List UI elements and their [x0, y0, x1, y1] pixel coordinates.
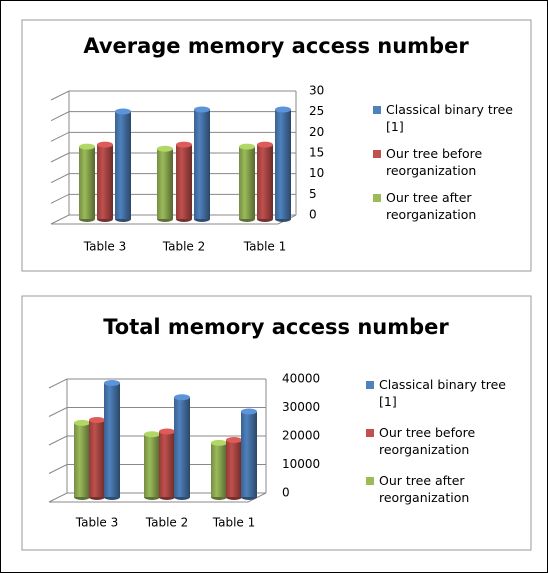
grid-line	[48, 492, 266, 503]
grid-line	[48, 407, 266, 417]
bar	[104, 383, 120, 497]
bar-cap	[89, 417, 105, 424]
chart-title: Total memory access number	[103, 315, 449, 339]
bar	[115, 111, 131, 219]
bar-cap	[79, 143, 95, 150]
y-tick-label: 40000	[282, 372, 320, 386]
bar	[97, 144, 113, 219]
y-tick-label: 30000	[282, 400, 320, 414]
bar-cap	[194, 106, 210, 113]
bar-cap	[97, 141, 113, 148]
bar	[275, 109, 291, 219]
grid-line	[50, 214, 296, 225]
bar-cap	[174, 394, 190, 401]
legend-swatch	[366, 381, 374, 389]
bar-cap	[211, 439, 227, 446]
bar-cap	[239, 143, 255, 150]
bar	[194, 109, 210, 219]
x-tick-label: Table 3	[83, 240, 126, 254]
bar-cap	[241, 408, 257, 415]
bar-cap	[74, 419, 90, 426]
bar-cap	[115, 108, 131, 115]
grid-line	[48, 464, 266, 474]
grid-line	[50, 173, 296, 184]
legend-swatch	[373, 194, 381, 202]
grid-line	[50, 193, 296, 204]
x-tick-label: Table 2	[162, 240, 205, 254]
legend-swatch	[366, 477, 374, 485]
legend-swatch	[366, 429, 374, 437]
bar-cap	[257, 141, 273, 148]
legend-swatch	[373, 150, 381, 158]
x-tick-label: Table 1	[243, 240, 286, 254]
legend-label: Our tree after reorganization	[379, 473, 470, 505]
bar	[257, 144, 273, 219]
bar	[174, 397, 190, 497]
bar	[241, 411, 257, 497]
x-tick-label: Table 1	[212, 516, 255, 530]
bar	[211, 442, 227, 497]
bar-cap	[226, 437, 242, 443]
bar	[74, 422, 90, 497]
y-tick-label: 20	[309, 125, 324, 139]
bar	[79, 146, 95, 219]
y-tick-label: 0	[282, 486, 290, 500]
y-tick-label: 0	[309, 208, 317, 222]
y-tick-label: 20000	[282, 429, 320, 443]
grid-line	[48, 378, 266, 389]
grid-line	[50, 90, 296, 101]
bar	[157, 148, 173, 219]
legend-swatch	[373, 106, 381, 114]
grid-line	[50, 152, 296, 163]
bar	[159, 431, 175, 497]
chart-title: Average memory access number	[83, 34, 469, 58]
legend-label: Our tree before reorganization	[386, 146, 483, 178]
bar	[89, 420, 105, 497]
bar-cap	[157, 145, 173, 152]
y-tick-label: 10000	[282, 457, 320, 471]
y-tick-label: 10	[309, 166, 324, 180]
y-tick-label: 15	[309, 146, 324, 160]
bar-cap	[275, 106, 291, 113]
bar	[239, 146, 255, 219]
y-tick-label: 5	[309, 187, 317, 201]
legend-label: Our tree before reorganization	[379, 425, 476, 457]
bar	[226, 440, 242, 497]
grid-line	[50, 111, 296, 122]
x-tick-label: Table 2	[145, 516, 188, 530]
bar-cap	[176, 141, 192, 148]
bar-cap	[159, 428, 175, 435]
grid-line	[50, 131, 296, 142]
floor-edge	[247, 492, 267, 503]
grid-line	[48, 435, 266, 446]
bar-cap	[144, 431, 160, 438]
y-tick-label: 25	[309, 104, 324, 118]
bar	[144, 434, 160, 497]
y-tick-label: 30	[309, 84, 324, 98]
bar-cap	[104, 380, 120, 386]
legend-label: Our tree after reorganization	[386, 190, 477, 222]
bar	[176, 144, 192, 219]
legend-label: Classical binary tree [1]	[379, 377, 506, 409]
x-tick-label: Table 3	[75, 516, 118, 530]
legend-label: Classical binary tree [1]	[386, 102, 513, 134]
